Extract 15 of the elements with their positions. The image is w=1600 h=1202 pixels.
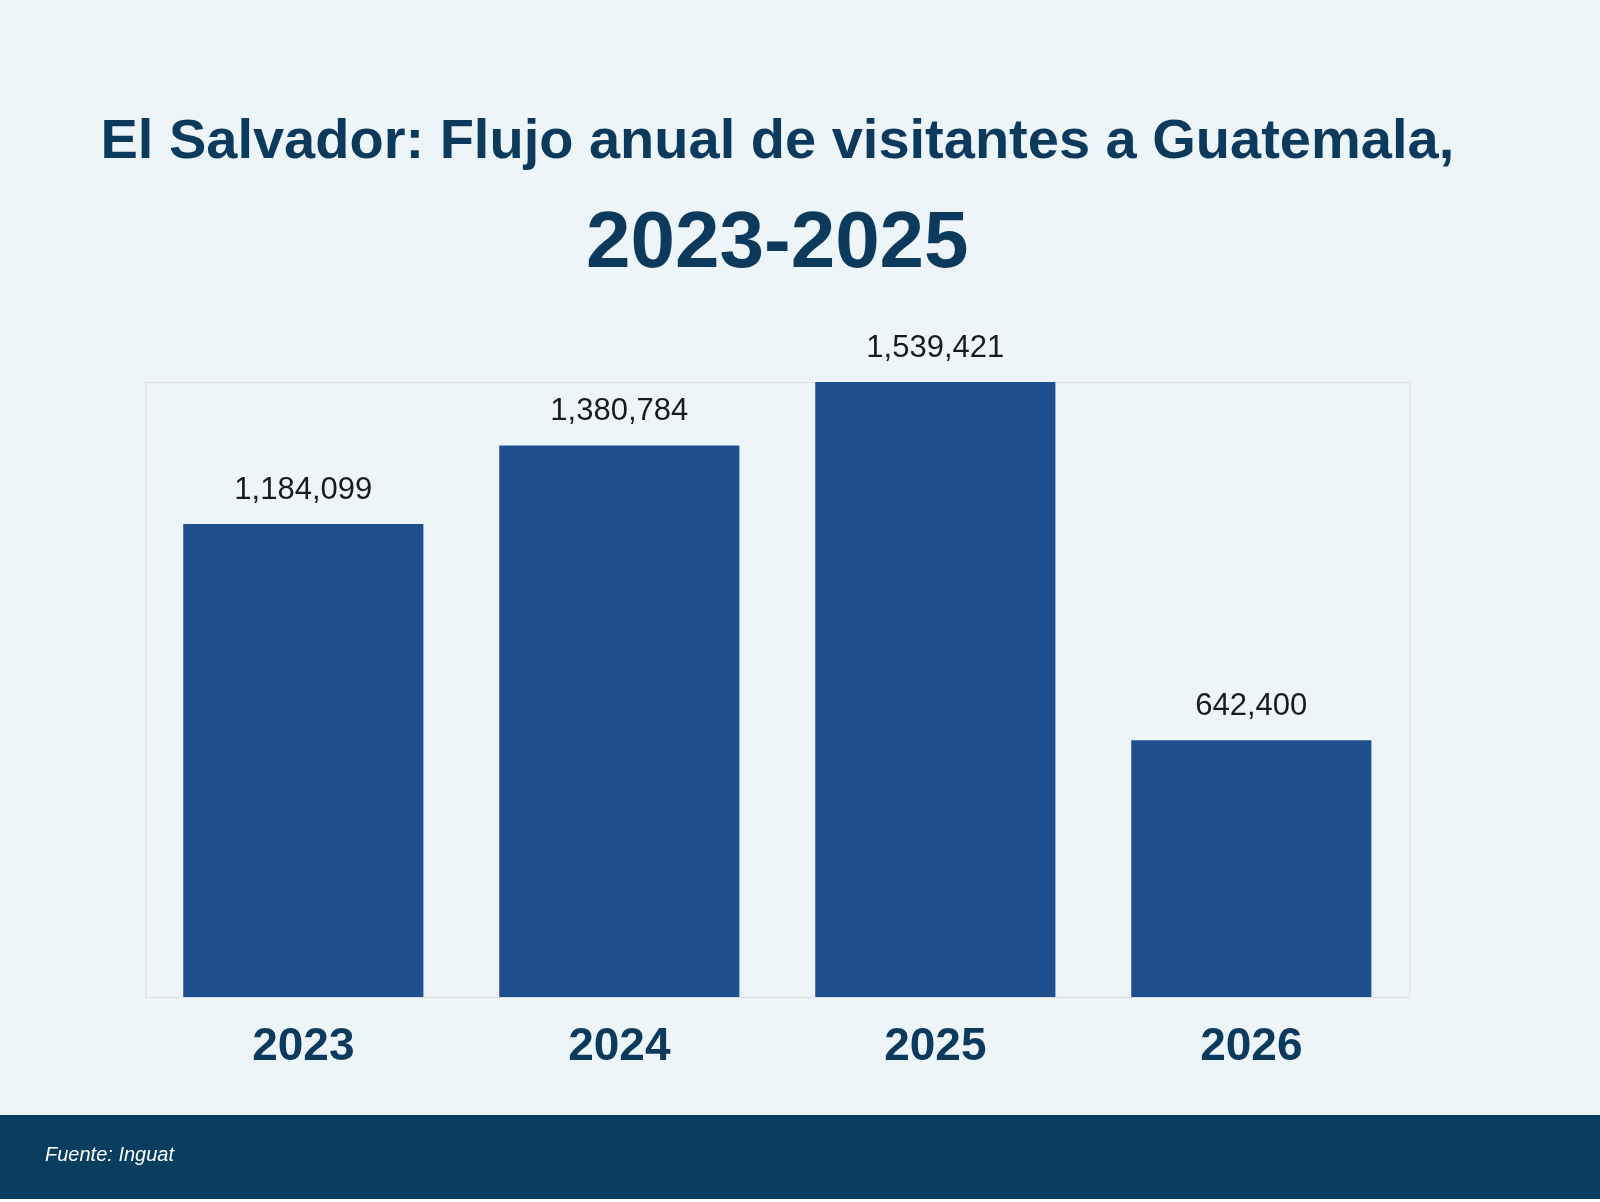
source-note: Fuente: Inguat <box>45 1143 176 1165</box>
chart-title: El Salvador: Flujo anual de visitantes a Guatemala, <box>100 107 1455 170</box>
chart-subtitle: 2023-2025 <box>586 195 969 284</box>
x-tick-label: 2024 <box>568 1017 671 1070</box>
bar <box>815 382 1056 997</box>
x-tick-label: 2025 <box>884 1017 987 1070</box>
data-label: 1,380,784 <box>550 392 689 428</box>
x-tick-label: 2026 <box>1200 1017 1303 1070</box>
data-label: 1,184,099 <box>234 470 373 506</box>
data-label: 642,400 <box>1195 687 1308 723</box>
bar <box>499 445 740 997</box>
bar <box>1131 740 1372 997</box>
bar <box>183 523 424 997</box>
x-tick-label: 2023 <box>252 1017 355 1070</box>
data-label: 1,539,421 <box>866 329 1005 364</box>
